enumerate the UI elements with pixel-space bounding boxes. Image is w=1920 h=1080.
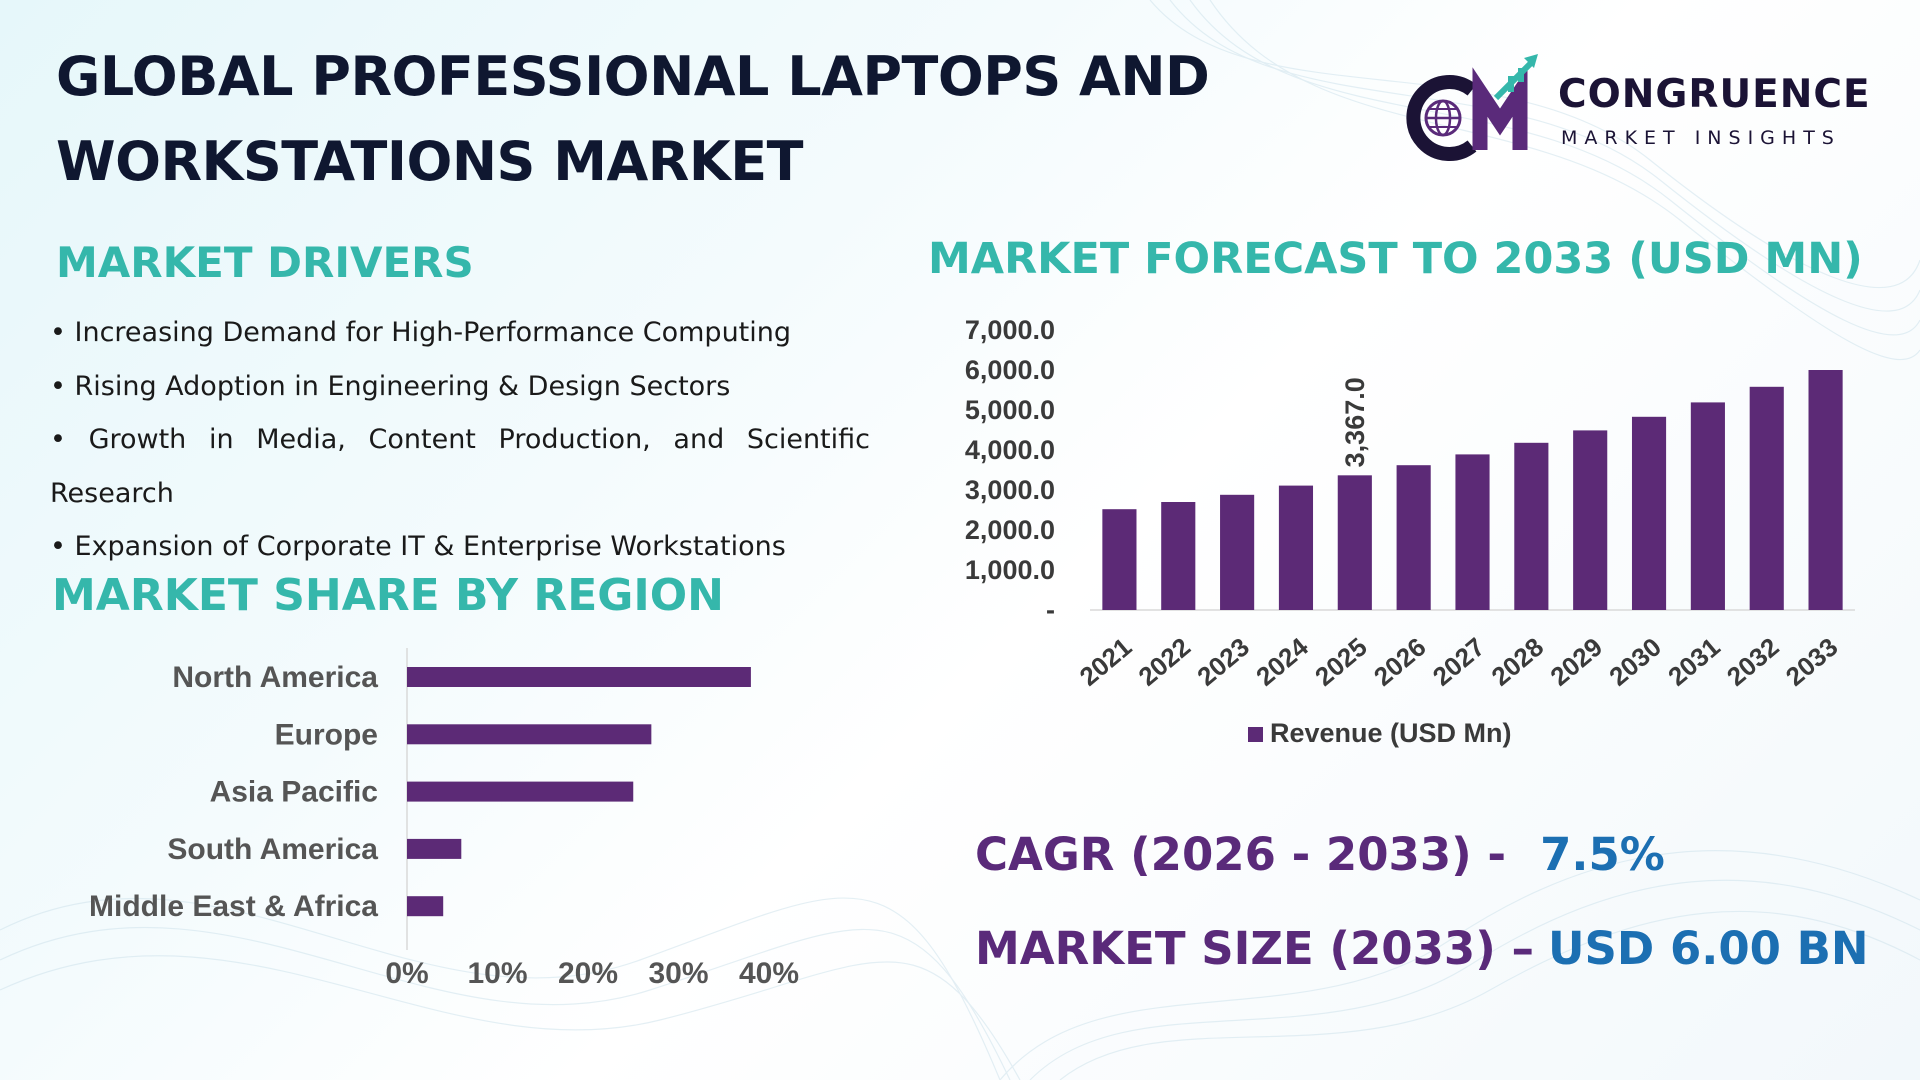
x-tick-label: 2032 [1721,632,1785,692]
market-drivers-list: • Increasing Demand for High-Performance… [50,306,870,574]
market-size-stat: MARKET SIZE (2033) – USD 6.00 BN [975,922,1869,975]
x-tick-label: 30% [648,957,708,990]
forecast-bar [1808,370,1843,610]
x-tick-label: 2033 [1780,632,1844,692]
forecast-bar [1396,465,1431,610]
logo-company-name: CONGRUENCE [1558,72,1871,117]
logo-tagline: MARKET INSIGHTS [1561,127,1841,149]
forecast-bar [1337,475,1372,610]
y-tick-label: 5,000.0 [965,395,1055,425]
region-bar [407,896,444,917]
y-tick-label: 3,000.0 [965,475,1055,505]
x-tick-label: 2021 [1074,632,1138,692]
forecast-bar [1278,485,1314,610]
forecast-bar [1102,509,1137,610]
company-logo: CONGRUENCE MARKET INSIGHTS [1400,50,1870,165]
x-tick-label: 2025 [1309,632,1373,692]
y-tick-label: 1,000.0 [965,555,1055,585]
region-share-heading: MARKET SHARE BY REGION [52,570,724,621]
x-tick-label: 20% [558,957,618,990]
region-label: North America [172,661,378,694]
forecast-bar [1514,442,1549,610]
forecast-bar [1161,502,1196,610]
region-bar [407,724,652,745]
y-tick-label: 2,000.0 [965,515,1055,545]
region-bar [407,781,634,802]
driver-item: • Expansion of Corporate IT & Enterprise… [50,531,786,562]
legend-swatch [1248,727,1263,742]
forecast-bar [1631,416,1667,610]
driver-item: • Growth in Media, Content Production, a… [50,424,870,509]
x-tick-label: 2029 [1544,632,1608,692]
region-label: Europe [275,718,378,751]
region-bar [407,838,462,859]
logo-mark [1406,54,1538,161]
region-label: Middle East & Africa [89,890,378,923]
region-share-bar-chart: North America Europe Asia Pacific South Ame… [89,648,799,990]
growth-arrow-icon [1493,54,1538,101]
forecast-bar [1573,430,1608,610]
x-tick-label: 2023 [1191,632,1255,692]
driver-item: • Increasing Demand for High-Performance… [50,317,792,348]
y-tick-label: - [1046,595,1055,625]
market-size-value: USD 6.00 BN [1547,922,1869,975]
x-tick-label: 2028 [1486,632,1550,692]
region-bar [407,667,751,687]
forecast-bar-chart: - 1,000.0 2,000.0 3,000.0 4,000.0 5,000.0 6,00… [965,315,1855,748]
cagr-stat: CAGR (2026 - 2033) - 7.5% [975,828,1665,881]
region-label: Asia Pacific [210,776,378,809]
market-size-label: MARKET SIZE (2033) – [975,922,1534,975]
x-tick-label: 2031 [1662,632,1726,692]
forecast-bar [1749,386,1784,610]
region-label: South America [167,833,378,866]
forecast-bar [1455,454,1490,610]
forecast-bar [1690,402,1725,610]
globe-icon [1424,99,1462,137]
forecast-bar [1220,494,1255,610]
driver-item: • Rising Adoption in Engineering & Desig… [50,370,731,402]
data-label: 3,367.0 [1340,377,1370,467]
forecast-heading: MARKET FORECAST TO 2033 (USD MN) [928,234,1863,284]
page-title-line-1: GLOBAL PROFESSIONAL LAPTOPS AND [56,45,1210,108]
cagr-value: 7.5% [1540,828,1665,881]
page-title-line-2: WORKSTATIONS MARKET [56,130,803,193]
x-tick-label: 2024 [1250,631,1314,692]
x-tick-label: 2027 [1427,632,1491,692]
y-tick-label: 7,000.0 [965,315,1055,345]
x-tick-label: 0% [385,957,428,990]
y-tick-label: 6,000.0 [965,355,1055,385]
x-tick-label: 10% [467,957,527,990]
x-tick-label: 2026 [1368,632,1432,692]
cagr-label: CAGR (2026 - 2033) - [975,828,1507,881]
x-tick-label: 40% [739,957,799,990]
market-drivers-heading: MARKET DRIVERS [56,238,474,287]
x-tick-label: 2022 [1133,632,1197,692]
legend-label: Revenue (USD Mn) [1270,718,1512,748]
x-tick-label: 2030 [1603,632,1667,692]
y-tick-label: 4,000.0 [965,435,1055,465]
